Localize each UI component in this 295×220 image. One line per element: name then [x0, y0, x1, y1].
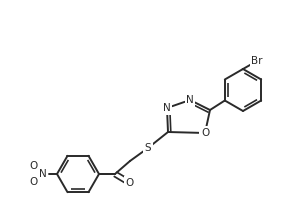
Text: Br: Br	[251, 56, 263, 66]
Text: O: O	[29, 177, 37, 187]
Text: O: O	[126, 178, 134, 188]
Text: N: N	[186, 95, 194, 105]
Text: O: O	[29, 161, 37, 171]
Text: S: S	[145, 143, 151, 153]
Text: N: N	[163, 103, 171, 113]
Text: O: O	[201, 128, 209, 138]
Text: N: N	[39, 169, 47, 179]
